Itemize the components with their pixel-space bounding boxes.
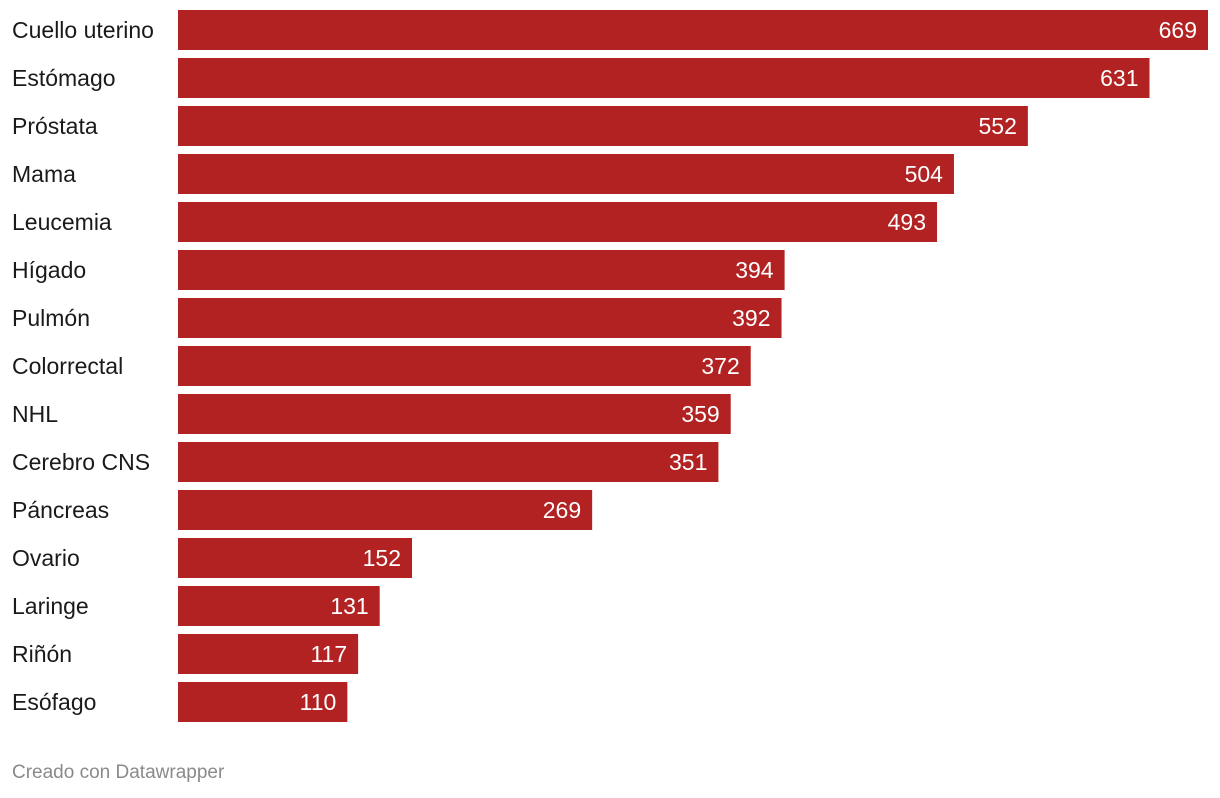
bars-group: Cuello uterino 669 Estómago 631 Próstata 552 M… [12,10,1208,722]
category-label-pancreas: Páncreas [12,497,109,523]
value-label-leucemia: 493 [888,209,926,235]
bar-colorrectal [178,346,751,386]
value-label-estomago: 631 [1100,65,1138,91]
category-label-ovario: Ovario [12,545,80,571]
category-label-estomago: Estómago [12,65,116,91]
category-label-rinon: Riñón [12,641,72,667]
bar-rinon [178,634,359,674]
category-label-cerebro-cns: Cerebro CNS [12,449,150,475]
bar-cerebro-cns [178,442,719,482]
value-label-cuello-uterino: 669 [1159,17,1197,43]
bar-esofago [178,682,348,722]
category-label-higado: Hígado [12,257,86,283]
category-label-cuello-uterino: Cuello uterino [12,17,154,43]
category-label-mama: Mama [12,161,76,187]
bar-pancreas [178,490,593,530]
category-label-colorrectal: Colorrectal [12,353,123,379]
category-label-leucemia: Leucemia [12,209,112,235]
datawrapper-credit[interactable]: Creado con Datawrapper [12,762,225,783]
value-label-pulmon: 392 [732,305,770,331]
value-label-cerebro-cns: 351 [669,449,707,475]
bar-cuello-uterino [178,10,1208,50]
bar-mama [178,154,954,194]
value-label-rinon: 117 [310,641,347,667]
bar-ovario [178,538,413,578]
value-label-colorrectal: 372 [701,353,739,379]
bar-estomago [178,58,1150,98]
category-label-nhl: NHL [12,401,58,427]
bar-laringe [178,586,380,626]
value-label-nhl: 359 [681,401,719,427]
bar-nhl [178,394,731,434]
value-label-ovario: 152 [363,545,401,571]
value-label-pancreas: 269 [543,497,581,523]
bar-pulmon [178,298,782,338]
category-label-esofago: Esófago [12,689,96,715]
value-label-prostata: 552 [978,113,1016,139]
value-label-higado: 394 [735,257,774,283]
value-label-laringe: 131 [330,593,368,619]
value-label-esofago: 110 [300,689,337,715]
bar-leucemia [178,202,938,242]
bar-higado [178,250,785,290]
bar-prostata [178,106,1028,146]
category-label-pulmon: Pulmón [12,305,90,331]
category-label-prostata: Próstata [12,113,98,139]
value-label-mama: 504 [905,161,944,187]
category-label-laringe: Laringe [12,593,89,619]
